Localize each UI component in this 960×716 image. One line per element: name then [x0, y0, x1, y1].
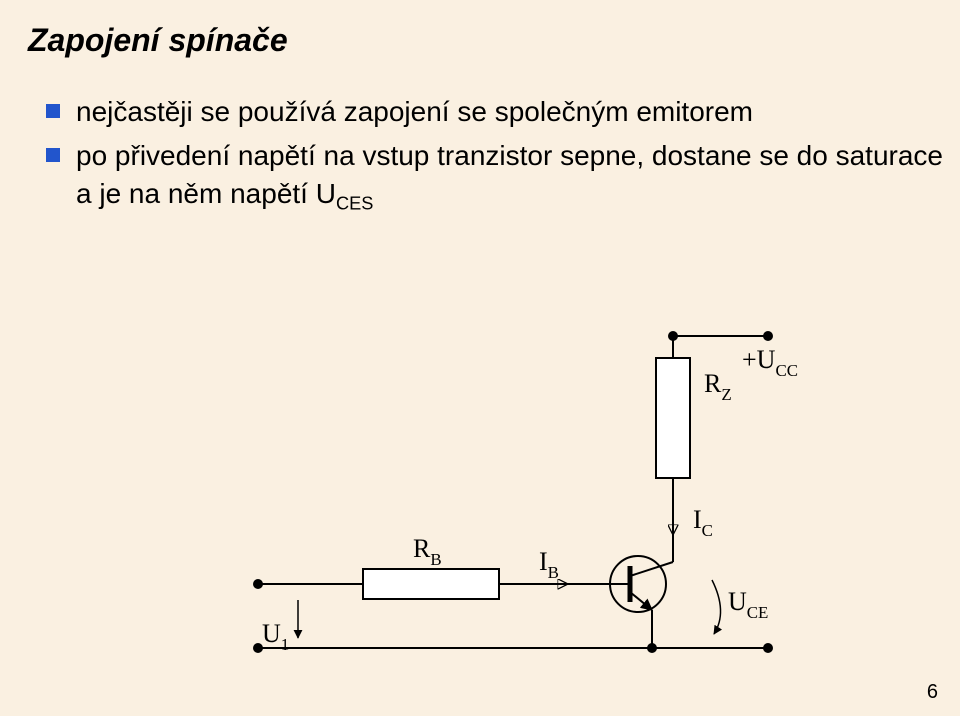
bullet-text: po přivedení napětí na vstup tranzistor …: [76, 137, 960, 216]
circuit-diagram: RBRZ+UCCIBICU1UCE: [218, 316, 838, 688]
svg-text:+UCC: +UCC: [742, 345, 798, 380]
bullet-square-icon: [46, 148, 60, 162]
page-title: Zapojení spínače: [0, 0, 960, 59]
svg-text:UCE: UCE: [728, 587, 768, 622]
svg-text:IB: IB: [539, 547, 559, 582]
bullet-square-icon: [46, 104, 60, 118]
bullet-list: nejčastěji se používá zapojení se společ…: [0, 59, 960, 216]
page-number: 6: [927, 681, 938, 704]
svg-text:IC: IC: [693, 505, 713, 540]
svg-text:RB: RB: [413, 534, 442, 569]
bullet-text: nejčastěji se používá zapojení se společ…: [76, 93, 753, 131]
svg-text:RZ: RZ: [704, 369, 732, 404]
list-item: nejčastěji se používá zapojení se společ…: [46, 93, 960, 131]
list-item: po přivedení napětí na vstup tranzistor …: [46, 137, 960, 216]
